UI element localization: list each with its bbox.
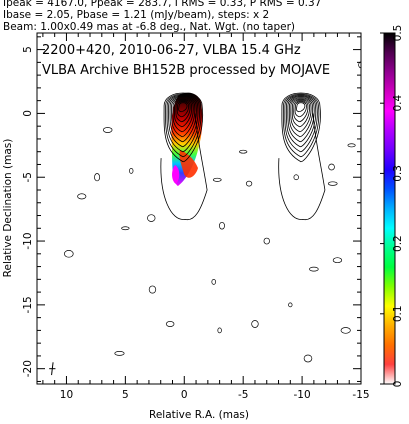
noise-contour — [147, 214, 156, 222]
y-tick-label: -5 — [22, 172, 34, 182]
contour-line — [168, 95, 199, 148]
contour-line — [176, 101, 189, 118]
y-axis: 5 0 -5 -10 -15 -20 — [22, 36, 361, 382]
noise-contour — [332, 257, 343, 264]
noise-contour — [358, 61, 361, 69]
noise-contour — [121, 226, 130, 231]
header-line-1: Ipeak = 4167.0, Ppeak = 283.7, I RMS = 0… — [3, 0, 322, 9]
colorbar — [383, 32, 396, 385]
noise-contour — [129, 167, 134, 174]
noise-contour — [303, 354, 313, 363]
contour-line — [163, 92, 204, 163]
noise-contour — [64, 250, 74, 258]
noise-contour — [77, 193, 87, 200]
x-axis: 10 5 0 -5 -10 -15 — [42, 33, 370, 401]
contour-line — [171, 97, 196, 138]
noise-contour — [328, 163, 335, 171]
colorbar-tick-label: 0.4 — [392, 95, 404, 112]
contour-line — [287, 96, 315, 143]
noise-contour — [212, 177, 222, 182]
x-tick-label: -15 — [352, 389, 369, 401]
noise-contour — [293, 174, 299, 181]
contour-line — [288, 97, 313, 138]
contour-line — [282, 93, 320, 158]
beam-major-axis — [51, 362, 54, 376]
plot-frame — [36, 32, 362, 385]
noise-contour — [94, 173, 101, 182]
noise-contour — [102, 127, 113, 133]
contour-line — [278, 113, 326, 221]
noise-contour — [263, 237, 270, 245]
noise-contour — [148, 285, 157, 294]
x-tick-label: -10 — [294, 389, 311, 401]
y-tick-label: -20 — [22, 360, 34, 377]
noise-contour — [217, 327, 222, 334]
x-axis-title: Relative R.A. (mas) — [149, 409, 249, 421]
x-tick-label: 10 — [60, 389, 73, 401]
contour-line — [293, 100, 309, 123]
colorbar-tick-label: 0.2 — [392, 235, 404, 252]
x-tick-label: -5 — [238, 389, 248, 401]
contour-line — [281, 92, 321, 163]
contour-line — [285, 95, 317, 148]
noise-contour — [347, 143, 356, 148]
x-tick-label: 5 — [122, 389, 129, 401]
noise-contour — [340, 327, 351, 334]
y-tick-label: 5 — [22, 46, 34, 53]
contour-line — [174, 99, 193, 128]
noise-contour — [309, 266, 319, 272]
noise-contour — [251, 320, 259, 328]
contour-line — [166, 94, 200, 153]
y-axis-title: Relative Declination (mas) — [2, 139, 14, 278]
colorbar-tick-label: 0.3 — [392, 165, 404, 182]
noise-contour — [327, 181, 338, 186]
noise-contour — [211, 279, 216, 285]
y-tick-label: -10 — [22, 232, 34, 249]
contour-line — [160, 113, 208, 221]
y-tick-label: 0 — [22, 110, 34, 117]
contour-line — [290, 98, 312, 133]
noise-contour — [245, 180, 253, 187]
colorbar-tick-label: 0.5 — [392, 25, 404, 42]
contour-line — [172, 98, 194, 133]
colorbar-tick-label: 0.1 — [392, 305, 404, 322]
header-line-3: Beam: 1.00x0.49 mas at -6.8 deg., Nat. W… — [3, 21, 296, 33]
y-tick-label: -15 — [22, 296, 34, 313]
noise-contour — [288, 302, 293, 308]
chart-subtitle: VLBA Archive BH152B processed by MOJAVE — [42, 63, 330, 78]
colorbar-tick-label: 0 — [392, 381, 404, 388]
contour-line — [296, 102, 306, 113]
x-tick-label: 0 — [181, 389, 188, 401]
noise-contour — [114, 351, 125, 356]
noise-contour — [165, 321, 175, 327]
contour-line — [175, 100, 191, 123]
header-line-2: Ibase = 2.05, Pbase = 1.21 (mJy/beam), s… — [3, 9, 270, 21]
colorbar-axis: 0 0.1 0.2 0.3 0.4 0.5 — [380, 25, 404, 388]
noise-contour — [239, 149, 248, 154]
chart-title: 2200+420, 2010-06-27, VLBA 15.4 GHz — [42, 43, 301, 58]
noise-contour — [219, 221, 225, 230]
contour-lines — [64, 61, 361, 363]
contour-line — [165, 93, 202, 158]
beam-marker — [49, 362, 56, 376]
contour-line — [284, 94, 318, 153]
contour-line — [169, 96, 197, 143]
contour-line — [291, 99, 310, 128]
contour-line — [294, 101, 307, 118]
contour-line — [178, 102, 188, 113]
